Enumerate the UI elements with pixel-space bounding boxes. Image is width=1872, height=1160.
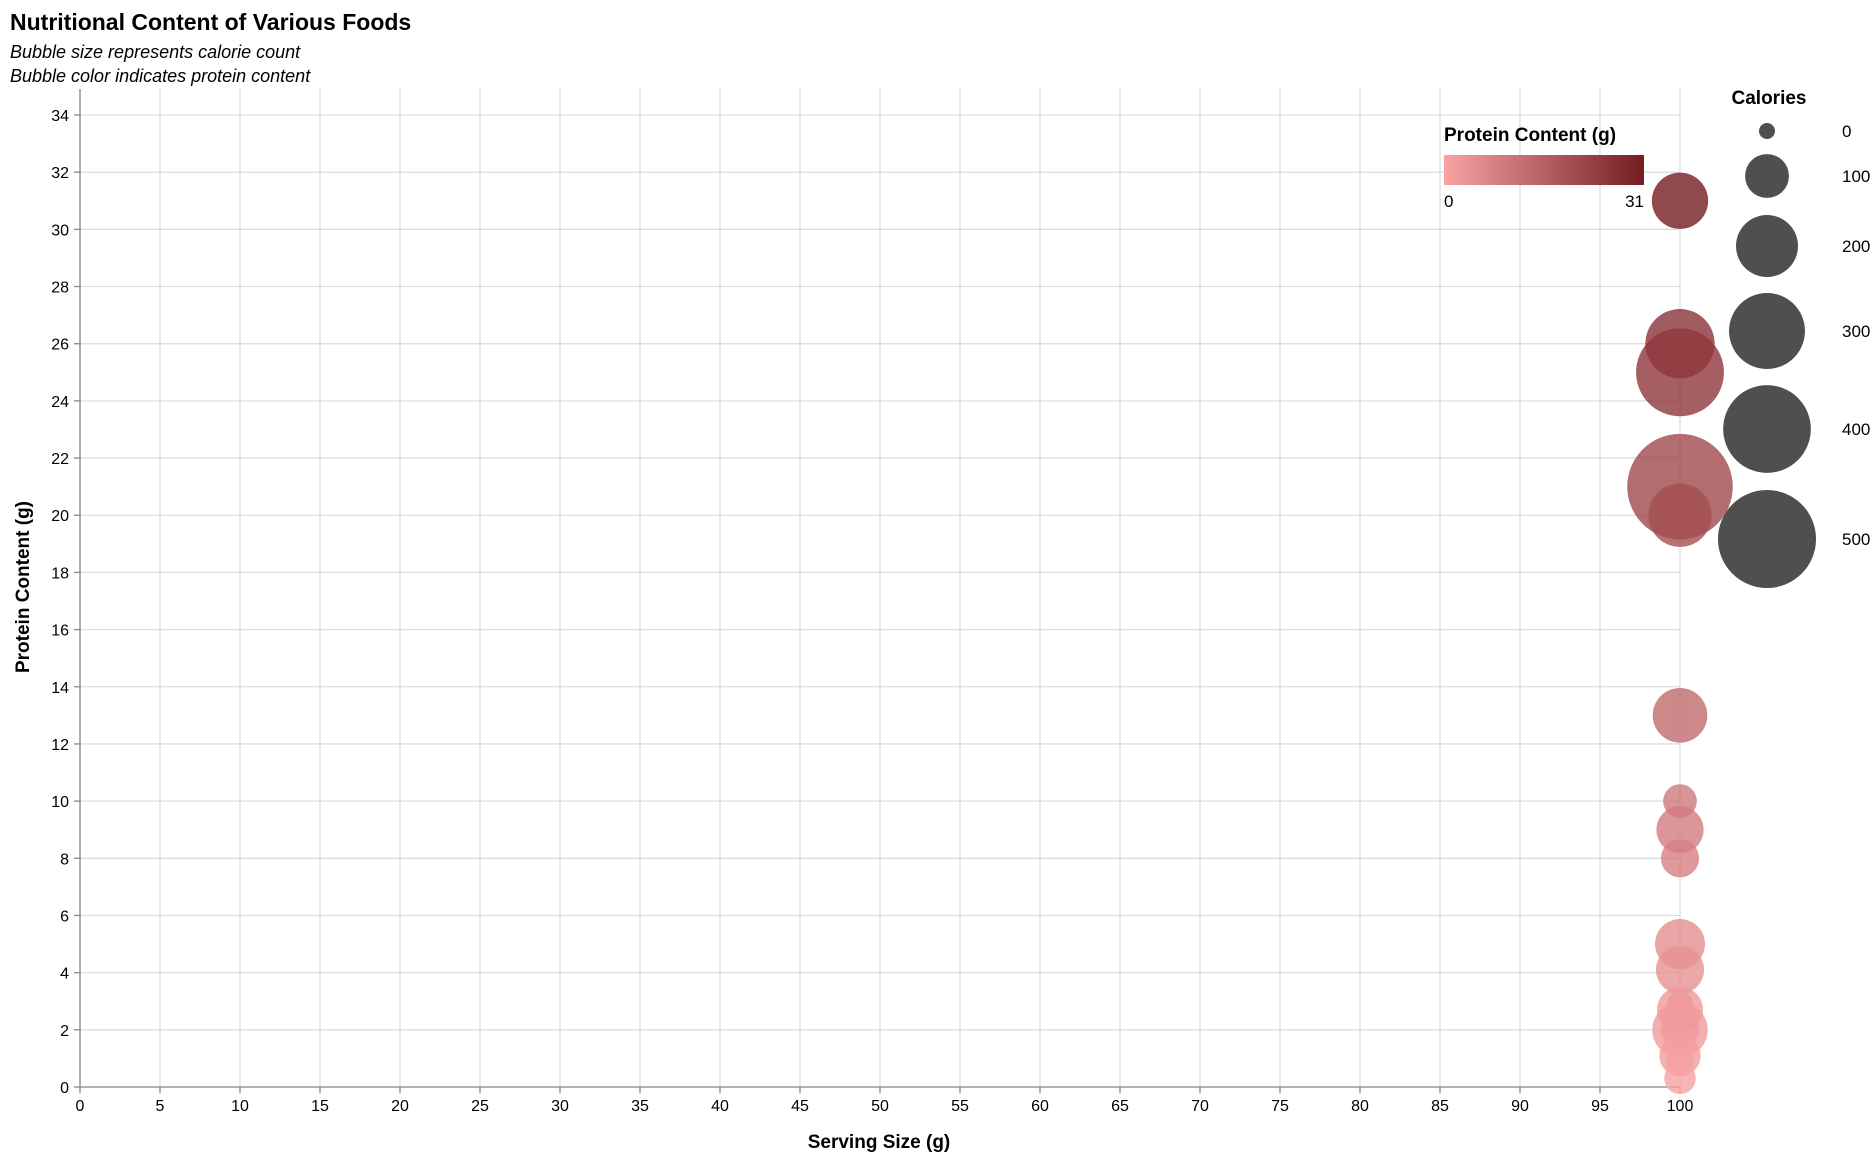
y-tick-label: 26 <box>51 337 69 354</box>
size-legend-label: 300 <box>1842 322 1870 341</box>
y-tick-label: 20 <box>51 508 69 525</box>
color-legend: Protein Content (g) 0 31 <box>1444 125 1644 211</box>
x-tick-label: 95 <box>1591 1098 1609 1115</box>
data-bubble <box>1655 945 1705 994</box>
size-legend-label: 400 <box>1842 420 1870 439</box>
data-bubble <box>1664 1062 1696 1095</box>
x-tick-label: 55 <box>951 1098 969 1115</box>
size-legend-label: 500 <box>1842 530 1870 549</box>
x-tick-label: 65 <box>1111 1098 1129 1115</box>
x-tick-label: 20 <box>391 1098 409 1115</box>
x-tick-label: 15 <box>311 1098 329 1115</box>
y-tick-label: 14 <box>51 680 69 697</box>
chart-subtitle-line-1: Bubble size represents calorie count <box>10 42 301 62</box>
size-legend-items: 0 100 200 300 400 500 <box>1717 122 1870 589</box>
y-tick-label: 22 <box>51 451 69 468</box>
x-tick-label: 75 <box>1271 1098 1289 1115</box>
y-tick-label: 16 <box>51 623 69 640</box>
vertical-gridlines <box>79 89 1681 1087</box>
x-tick-label: 100 <box>1667 1098 1694 1115</box>
x-tick-label: 70 <box>1191 1098 1209 1115</box>
y-tick-label: 0 <box>60 1080 69 1097</box>
y-tick-label: 34 <box>51 108 69 125</box>
y-tick-label: 2 <box>60 1023 69 1040</box>
y-tick-label: 8 <box>60 851 69 868</box>
size-legend-label: 0 <box>1842 122 1851 141</box>
data-bubble <box>1656 806 1704 854</box>
color-legend-gradient-bar <box>1444 155 1644 185</box>
y-tick-label: 12 <box>51 737 69 754</box>
size-legend-circle <box>1745 154 1789 198</box>
data-bubble <box>1636 328 1724 417</box>
x-axis-title: Serving Size (g) <box>808 1132 951 1153</box>
x-tick-label: 85 <box>1431 1098 1449 1115</box>
size-legend-label: 100 <box>1842 167 1870 186</box>
y-tick-label: 10 <box>51 794 69 811</box>
size-legend: Calories 0 100 200 300 400 500 <box>1717 88 1870 589</box>
x-tick-label: 60 <box>1031 1098 1049 1115</box>
y-tick-label: 6 <box>60 908 69 925</box>
x-tick-label: 30 <box>551 1098 569 1115</box>
size-legend-circle <box>1735 214 1799 278</box>
size-legend-label: 200 <box>1842 237 1870 256</box>
x-tick-label: 80 <box>1351 1098 1369 1115</box>
size-legend-circle <box>1723 385 1811 473</box>
x-tick-label: 5 <box>156 1098 165 1115</box>
size-legend-title: Calories <box>1732 88 1807 109</box>
color-legend-max-label: 31 <box>1625 192 1644 211</box>
x-tick-label: 35 <box>631 1098 649 1115</box>
data-bubble <box>1652 688 1708 743</box>
x-tick-label: 40 <box>711 1098 729 1115</box>
data-bubble <box>1660 839 1700 878</box>
color-legend-title: Protein Content (g) <box>1444 125 1616 146</box>
y-tick-label: 4 <box>60 966 69 983</box>
size-legend-circle <box>1759 123 1775 139</box>
x-axis-ticks: 0 5 10 15 20 25 30 35 40 45 50 55 60 65 70 75 80 85 90 95 10… <box>76 1087 1694 1115</box>
size-legend-circle <box>1729 293 1805 369</box>
color-legend-min-label: 0 <box>1444 192 1453 211</box>
y-axis-title: Protein Content (g) <box>13 501 34 673</box>
x-tick-label: 50 <box>871 1098 889 1115</box>
bubble-series <box>1627 172 1733 1095</box>
y-tick-label: 24 <box>51 394 69 411</box>
chart-subtitle-line-2: Bubble color indicates protein content <box>10 66 311 86</box>
data-bubble <box>1651 172 1709 229</box>
x-tick-label: 45 <box>791 1098 809 1115</box>
y-tick-label: 30 <box>51 222 69 239</box>
y-tick-label: 32 <box>51 165 69 182</box>
x-tick-label: 10 <box>231 1098 249 1115</box>
size-legend-circle <box>1717 489 1817 589</box>
chart-title: Nutritional Content of Various Foods <box>10 9 411 35</box>
y-tick-label: 28 <box>51 280 69 297</box>
y-tick-label: 18 <box>51 565 69 582</box>
x-tick-label: 0 <box>76 1098 85 1115</box>
x-tick-label: 25 <box>471 1098 489 1115</box>
x-tick-label: 90 <box>1511 1098 1529 1115</box>
data-bubble <box>1648 483 1712 547</box>
